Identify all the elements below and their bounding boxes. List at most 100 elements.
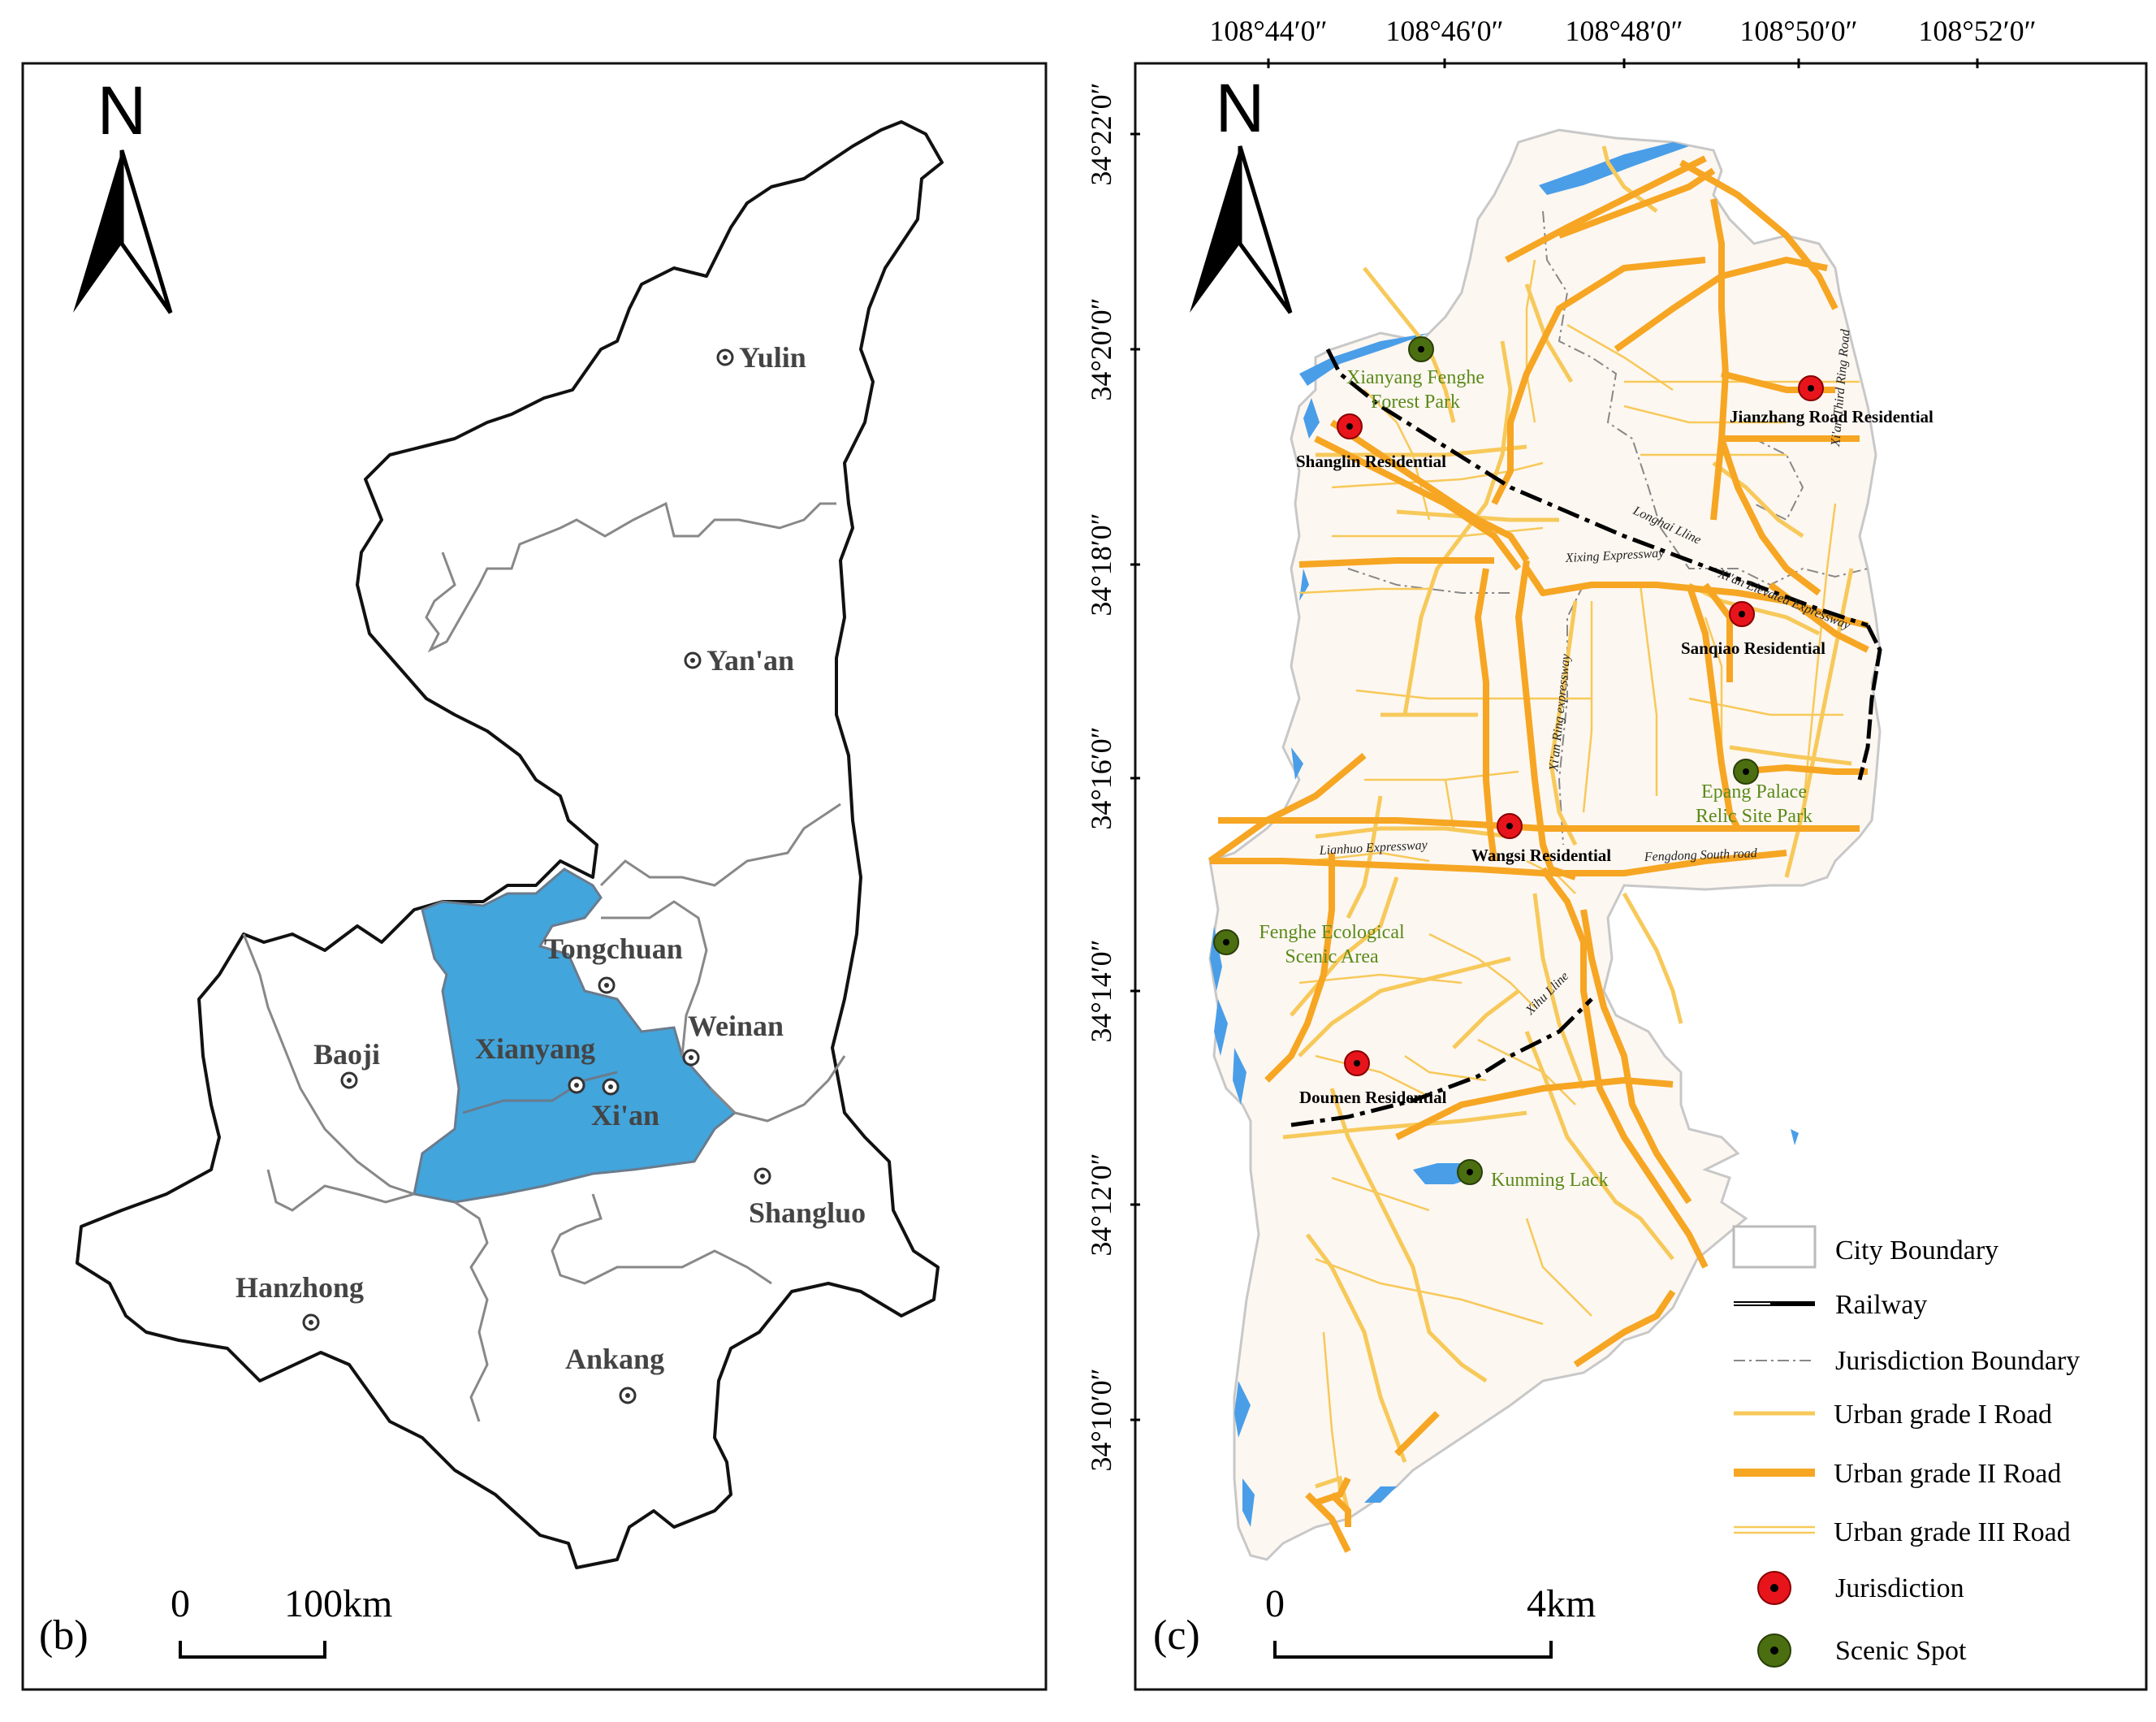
- svg-text:108°44′0″: 108°44′0″: [1209, 15, 1327, 47]
- city-xianyang: Xianyang: [475, 1032, 595, 1094]
- svg-text:Xi'an: Xi'an: [591, 1099, 659, 1131]
- svg-text:Relic Site Park: Relic Site Park: [1696, 806, 1813, 827]
- xian-xianyang-highlight: [413, 867, 737, 1204]
- city-shangluo: Shangluo: [749, 1167, 866, 1229]
- svg-text:4km: 4km: [1527, 1582, 1596, 1625]
- right-north-arrow: N: [1190, 70, 1293, 314]
- svg-text:Jurisdiction Boundary: Jurisdiction Boundary: [1835, 1346, 2080, 1376]
- svg-text:Forest Park: Forest Park: [1371, 392, 1460, 413]
- left-north-arrow: N: [73, 72, 173, 314]
- svg-text:34°12′0″: 34°12′0″: [1085, 1153, 1117, 1256]
- province-outline: [76, 120, 944, 1569]
- svg-text:Railway: Railway: [1835, 1290, 1927, 1320]
- city-weinan: Weinan: [682, 1010, 784, 1067]
- jurisdiction-wangsi: Wangsi Residential: [1471, 813, 1611, 865]
- svg-text:Tongchuan: Tongchuan: [544, 932, 683, 965]
- shaanxi-province-map: Yulin Yan'an Tongchuan Weinan Baoji Xian…: [76, 120, 944, 1569]
- left-scale-bar: 0 100km: [171, 1582, 392, 1659]
- city-baoji: Baoji: [313, 1038, 380, 1089]
- svg-text:108°46′0″: 108°46′0″: [1385, 15, 1503, 47]
- svg-text:34°10′0″: 34°10′0″: [1085, 1368, 1117, 1471]
- water-bodies: [1210, 142, 1799, 1527]
- legend-road-2: Urban grade II Road: [1734, 1459, 2061, 1489]
- svg-text:Xianyang: Xianyang: [475, 1032, 595, 1065]
- scenic-kunming-lake: Kunming Lack: [1457, 1159, 1609, 1191]
- longitude-ticks: [1267, 58, 1979, 68]
- latitude-labels: 34°22′0″ 34°20′0″ 34°18′0″ 34°16′0″ 34°1…: [1085, 82, 1117, 1471]
- svg-text:Baoji: Baoji: [313, 1038, 380, 1071]
- svg-text:34°16′0″: 34°16′0″: [1085, 726, 1117, 829]
- city-map: Longhai Lline Xixing Expressway Xi'an El…: [1208, 128, 1933, 1561]
- svg-text:Shanglin Residential: Shanglin Residential: [1296, 452, 1446, 471]
- jurisdiction-jianzhang: Jianzhang Road Residential: [1730, 375, 1933, 426]
- legend-city-boundary: City Boundary: [1732, 1225, 1998, 1269]
- jurisdiction-doumen: Doumen Residential: [1299, 1050, 1447, 1107]
- svg-text:Shangluo: Shangluo: [749, 1196, 866, 1229]
- map-legend: City Boundary Railway Jurisdiction Bound…: [1732, 1225, 2080, 1668]
- jurisdiction-sanqiao: Sanqiao Residential: [1681, 601, 1825, 658]
- legend-jurisdiction-point: Jurisdiction: [1757, 1571, 1964, 1605]
- railways: [1290, 348, 1882, 1127]
- city-markers: Yulin Yan'an Tongchuan Weinan Baoji Xian…: [235, 341, 866, 1404]
- svg-text:Jianzhang Road Residential: Jianzhang Road Residential: [1730, 407, 1933, 426]
- scenic-points: Xianyang Fenghe Forest Park Epang Palace…: [1213, 336, 1813, 1191]
- svg-text:Hanzhong: Hanzhong: [235, 1271, 364, 1304]
- city-ankang: Ankang: [565, 1343, 664, 1404]
- svg-text:Fenghe Ecological: Fenghe Ecological: [1259, 922, 1405, 943]
- svg-text:0: 0: [171, 1582, 190, 1625]
- svg-text:108°50′0″: 108°50′0″: [1739, 15, 1857, 47]
- svg-text:Xianyang Fenghe: Xianyang Fenghe: [1346, 367, 1484, 388]
- svg-text:0: 0: [1265, 1582, 1285, 1625]
- scenic-epang-palace: Epang Palace Relic Site Park: [1696, 759, 1813, 827]
- jurisdiction-points: Jianzhang Road Residential Shanglin Resi…: [1296, 375, 1933, 1107]
- svg-text:City Boundary: City Boundary: [1835, 1235, 1998, 1266]
- svg-text:Ankang: Ankang: [565, 1343, 664, 1375]
- right-north-label: N: [1216, 70, 1265, 146]
- grade-1-roads: [1282, 145, 1854, 1512]
- latitude-ticks: [1130, 132, 1140, 1421]
- right-scale-bar: 0 4km: [1265, 1582, 1596, 1659]
- svg-text:Xixing Expressway: Xixing Expressway: [1564, 547, 1665, 565]
- svg-text:Urban grade II Road: Urban grade II Road: [1834, 1459, 2061, 1489]
- city-hanzhong: Hanzhong: [235, 1271, 364, 1331]
- svg-text:Doumen Residential: Doumen Residential: [1299, 1088, 1447, 1107]
- right-panel-label: (c): [1153, 1612, 1200, 1659]
- svg-text:Jurisdiction: Jurisdiction: [1835, 1573, 1964, 1603]
- city-yulin: Yulin: [716, 341, 806, 374]
- grade-3-roads: [1298, 259, 1860, 1495]
- svg-text:34°18′0″: 34°18′0″: [1085, 513, 1117, 616]
- svg-text:Urban grade III Road: Urban grade III Road: [1834, 1517, 2071, 1547]
- svg-text:34°20′0″: 34°20′0″: [1085, 297, 1117, 400]
- svg-text:Urban grade I Road: Urban grade I Road: [1834, 1400, 2052, 1430]
- left-panel-label: (b): [39, 1612, 89, 1659]
- legend-road-1: Urban grade I Road: [1734, 1400, 2052, 1430]
- svg-text:Sanqiao Residential: Sanqiao Residential: [1681, 638, 1825, 658]
- left-north-label: N: [97, 72, 147, 149]
- svg-text:Kunming Lack: Kunming Lack: [1491, 1170, 1609, 1191]
- city-tongchuan: Tongchuan: [544, 932, 683, 994]
- legend-scenic-point: Scenic Spot: [1757, 1633, 1967, 1668]
- legend-road-3: Urban grade III Road: [1734, 1517, 2071, 1547]
- svg-text:Fengdong South road: Fengdong South road: [1644, 846, 1758, 864]
- longitude-labels: 108°44′0″ 108°46′0″ 108°48′0″ 108°50′0″ …: [1209, 15, 2036, 47]
- svg-text:Yulin: Yulin: [739, 341, 806, 374]
- svg-text:Scenic Area: Scenic Area: [1285, 946, 1379, 967]
- svg-text:Wangsi Residential: Wangsi Residential: [1471, 846, 1611, 865]
- svg-text:34°14′0″: 34°14′0″: [1085, 939, 1117, 1042]
- city-xian: Xi'an: [591, 1078, 659, 1131]
- scenic-fenghe-ecological: Fenghe Ecological Scenic Area: [1213, 922, 1405, 967]
- svg-text:Weinan: Weinan: [688, 1010, 784, 1042]
- svg-text:100km: 100km: [284, 1582, 392, 1625]
- svg-text:Yan'an: Yan'an: [706, 644, 794, 677]
- legend-jurisdiction-boundary: Jurisdiction Boundary: [1734, 1346, 2080, 1376]
- svg-text:Epang Palace: Epang Palace: [1701, 781, 1807, 803]
- scenic-fenghe-forest-park: Xianyang Fenghe Forest Park: [1346, 336, 1484, 413]
- svg-text:108°48′0″: 108°48′0″: [1565, 15, 1683, 47]
- legend-railway: Railway: [1734, 1290, 1927, 1320]
- svg-text:34°22′0″: 34°22′0″: [1085, 82, 1117, 185]
- svg-text:108°52′0″: 108°52′0″: [1918, 15, 2036, 47]
- grade-2-roads: [1208, 155, 1869, 1553]
- city-yanan: Yan'an: [684, 644, 794, 677]
- svg-text:Scenic Spot: Scenic Spot: [1835, 1636, 1967, 1666]
- jurisdiction-shanglin: Shanglin Residential: [1296, 413, 1446, 471]
